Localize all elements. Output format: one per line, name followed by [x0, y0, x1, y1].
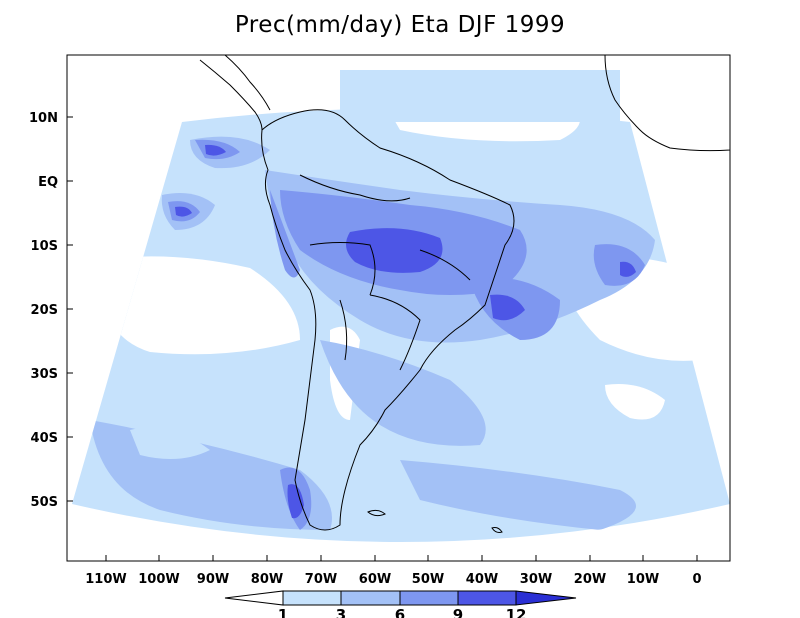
colorbar-label: 6 [395, 606, 405, 618]
lon-label-100w: 100W [138, 572, 179, 587]
lat-label-eq: EQ [38, 175, 58, 190]
lon-label-10w: 10W [627, 572, 659, 587]
lat-label-40s: 40S [31, 431, 58, 446]
lon-label-0: 0 [692, 572, 701, 587]
lon-label-20w: 20W [574, 572, 606, 587]
colorbar-segment [282, 590, 342, 606]
lat-label-10n: 10N [29, 111, 58, 126]
colorbar-segment [340, 590, 401, 606]
colorbar: 1 3 6 9 12 [224, 590, 577, 618]
lat-label-10s: 10S [31, 239, 58, 254]
coastlines [199, 54, 731, 533]
lon-label-30w: 30W [520, 572, 552, 587]
lon-label-60w: 60W [359, 572, 391, 587]
lon-label-80w: 80W [251, 572, 283, 587]
lon-label-90w: 90W [197, 572, 229, 587]
colorbar-label: 12 [506, 606, 527, 618]
colorbar-label: 3 [336, 606, 346, 618]
colorbar-label: 1 [278, 606, 288, 618]
lon-label-40w: 40W [466, 572, 498, 587]
colorbar-segment [457, 590, 517, 606]
lon-label-50w: 50W [412, 572, 444, 587]
lon-label-70w: 70W [305, 572, 337, 587]
lon-axis: 110W 100W 90W 80W 70W 60W 50W 40W 30W 20… [85, 555, 702, 587]
lat-label-30s: 30S [31, 367, 58, 382]
plot-frame [66, 54, 731, 562]
map-title: Prec(mm/day) Eta DJF 1999 [234, 12, 566, 38]
lon-label-110w: 110W [85, 572, 126, 587]
lat-axis: 10N EQ 10S 20S 30S 40S 50S [29, 111, 73, 510]
colorbar-segment [399, 590, 459, 606]
colorbar-segment [515, 590, 577, 606]
lat-label-20s: 20S [31, 303, 58, 318]
colorbar-segment [224, 590, 284, 606]
lat-label-50s: 50S [31, 495, 58, 510]
colorbar-label: 9 [453, 606, 463, 618]
precip-shading [90, 122, 700, 530]
